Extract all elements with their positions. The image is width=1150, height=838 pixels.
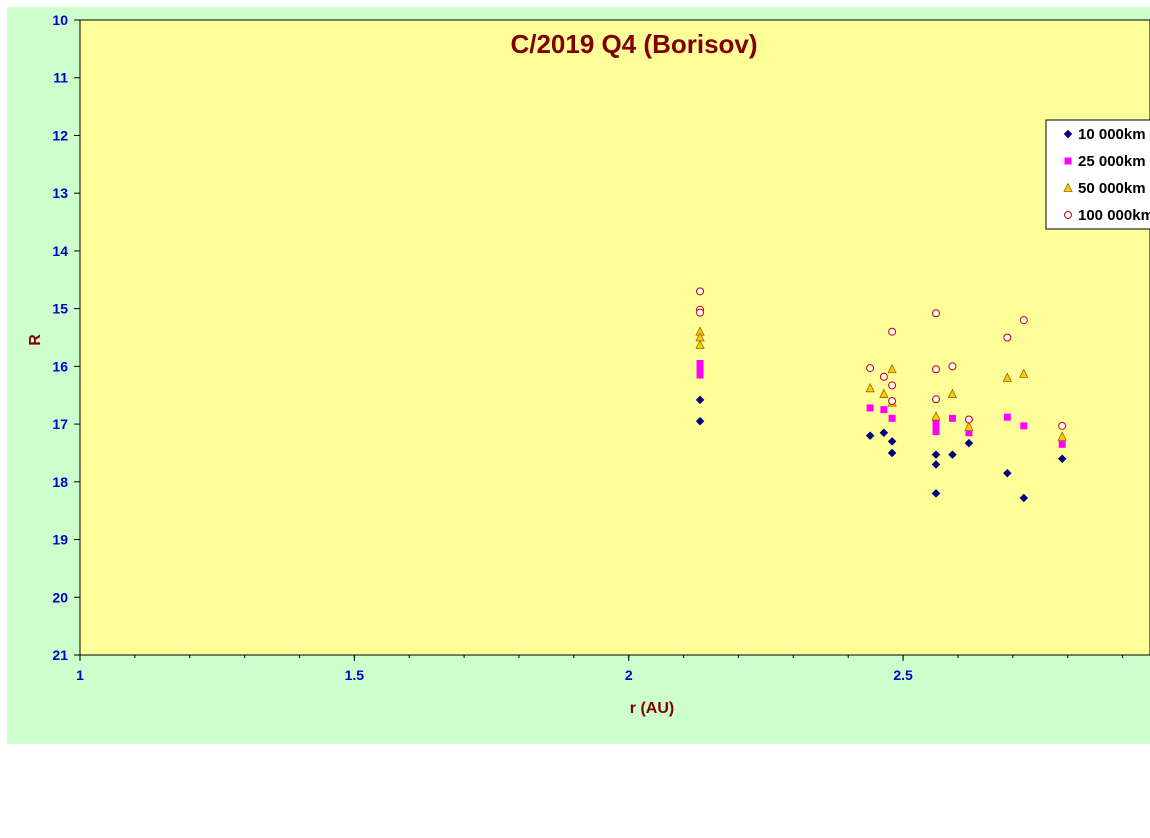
- data-point: [1058, 440, 1066, 448]
- data-point: [1002, 468, 1012, 478]
- y-axis-label: R: [27, 334, 44, 346]
- y-tick-label: 16: [52, 358, 68, 374]
- data-point: [696, 359, 704, 367]
- x-axis-label: r (AU): [630, 700, 674, 717]
- data-point: [880, 406, 888, 414]
- data-point: [1019, 316, 1028, 325]
- axis-ticks: 10 11 12 13 14 15 16 17 18 19 20 21 1 1.5 2 2.5: [52, 12, 1124, 683]
- data-point: [1003, 413, 1011, 421]
- y-tick-label: 17: [52, 416, 68, 432]
- data-point: [965, 429, 973, 437]
- data-point: [879, 372, 888, 381]
- data-point: [888, 381, 897, 390]
- data-point: [695, 339, 705, 349]
- legend: 10 000km 25 000km 50 000km 100 000km: [1045, 119, 1150, 230]
- data-point: [1019, 493, 1029, 503]
- data-point: [1057, 431, 1067, 441]
- data-point: [948, 362, 957, 371]
- legend-marker: [1064, 157, 1072, 165]
- legend-entry: 100 000km: [1064, 207, 1150, 224]
- data-point: [931, 450, 941, 460]
- data-point: [887, 363, 897, 374]
- data-marks: [695, 287, 1067, 503]
- data-point: [931, 460, 941, 469]
- legend-marker: [1063, 182, 1073, 192]
- data-point: [866, 404, 874, 412]
- data-point: [887, 448, 897, 458]
- data-point: [888, 327, 897, 336]
- data-point: [695, 395, 705, 405]
- data-point: [1003, 333, 1012, 342]
- chart-title: C/2019 Q4 (Borisov): [510, 29, 757, 59]
- y-tick-label: 18: [52, 474, 68, 490]
- data-point: [932, 428, 940, 436]
- y-tick-label: 13: [52, 185, 68, 201]
- data-point: [887, 437, 897, 446]
- legend-entry: 25 000km: [1064, 153, 1146, 170]
- data-point: [932, 395, 940, 404]
- data-point: [1020, 422, 1028, 430]
- data-point: [932, 423, 940, 431]
- data-point: [931, 489, 941, 498]
- series-2: [696, 359, 1066, 448]
- data-point: [947, 388, 958, 398]
- legend-marker: [1063, 129, 1073, 139]
- data-point: [879, 388, 889, 398]
- data-point: [932, 365, 940, 374]
- y-tick-label: 20: [52, 589, 68, 605]
- y-tick-label: 10: [52, 12, 68, 28]
- x-tick-label: 2: [625, 667, 633, 683]
- data-point: [696, 308, 705, 317]
- y-tick-label: 11: [53, 70, 68, 86]
- y-tick-label: 19: [52, 532, 68, 548]
- data-point: [865, 382, 875, 393]
- data-point: [696, 371, 704, 379]
- data-point: [964, 415, 973, 424]
- data-point: [948, 414, 956, 422]
- data-point: [696, 287, 705, 296]
- legend-label: 10 000km: [1078, 126, 1146, 143]
- legend-label: 100 000km: [1078, 207, 1150, 224]
- data-point: [932, 309, 940, 318]
- data-point: [1002, 372, 1012, 382]
- x-tick-label: 1.5: [345, 667, 365, 683]
- data-point: [948, 450, 957, 460]
- series-3: [695, 326, 1067, 441]
- plot-area: [79, 19, 1150, 656]
- y-tick-label: 14: [52, 243, 68, 259]
- data-point: [1058, 421, 1067, 430]
- data-point: [865, 431, 875, 440]
- data-point: [888, 397, 897, 405]
- series-4: [696, 287, 1067, 430]
- data-point: [888, 414, 896, 422]
- y-tick-label: 15: [52, 301, 68, 317]
- data-point: [1019, 368, 1029, 378]
- data-point: [1057, 454, 1067, 464]
- legend-entry: 10 000km: [1063, 126, 1146, 143]
- data-point: [695, 416, 705, 426]
- legend-box: [1045, 119, 1150, 230]
- x-tick-label: 1: [76, 667, 84, 683]
- data-point: [931, 411, 941, 421]
- data-point: [964, 421, 974, 431]
- data-point: [879, 428, 889, 438]
- legend-label: 50 000km: [1078, 180, 1146, 197]
- legend-entry: 50 000km: [1063, 180, 1146, 197]
- data-point: [964, 438, 974, 448]
- y-tick-label: 21: [52, 647, 68, 663]
- data-point: [932, 417, 940, 425]
- legend-label: 25 000km: [1078, 153, 1146, 170]
- data-point: [696, 365, 704, 373]
- x-tick-label: 2.5: [893, 667, 913, 683]
- legend-marker: [1064, 211, 1072, 219]
- y-tick-label: 12: [52, 127, 68, 143]
- data-point: [866, 364, 875, 373]
- series-1: [695, 395, 1067, 503]
